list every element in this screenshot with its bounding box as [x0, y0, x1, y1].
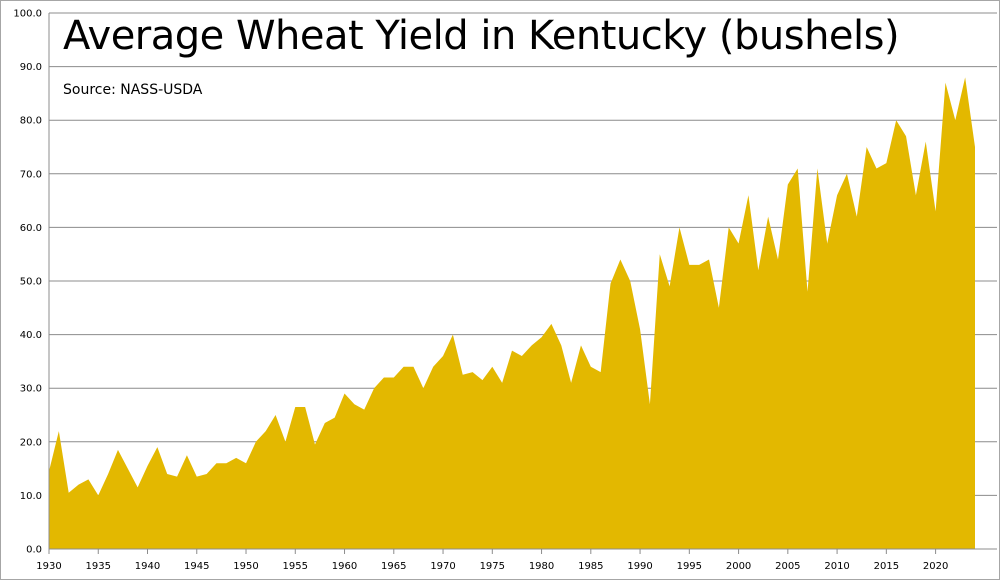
y-tick-label: 70.0 — [20, 169, 42, 180]
x-tick-labels: 1930 1935 1940 1945 1950 1955 1960 1965 1970 1975… — [36, 549, 948, 572]
x-tick-label: 2000 — [726, 561, 751, 572]
x-tick-label: 1940 — [135, 561, 160, 572]
x-tick-label: 2020 — [923, 561, 948, 572]
x-tick-label: 1965 — [381, 561, 406, 572]
x-tick-label: 1935 — [86, 561, 111, 572]
x-tick-label: 2010 — [824, 561, 849, 572]
chart-source-note: Source: NASS-USDA — [63, 82, 203, 98]
x-tick-label: 1955 — [283, 561, 308, 572]
area-series — [49, 77, 975, 549]
y-tick-label: 20.0 — [20, 437, 42, 448]
y-tick-label: 80.0 — [20, 116, 42, 127]
y-tick-labels: 0.0 10.0 20.0 30.0 40.0 50.0 60.0 70.0 80.0 90.0 1… — [13, 9, 42, 556]
y-tick-label: 0.0 — [26, 545, 42, 556]
x-tick-label: 1975 — [480, 561, 505, 572]
x-tick-label: 1970 — [430, 561, 455, 572]
x-tick-label: 1990 — [627, 561, 652, 572]
x-tick-label: 1945 — [184, 561, 209, 572]
axes — [48, 13, 975, 550]
y-tick-label: 90.0 — [20, 62, 42, 73]
x-tick-label: 1930 — [36, 561, 61, 572]
y-tick-label: 60.0 — [20, 223, 42, 234]
x-tick-label: 1950 — [233, 561, 258, 572]
x-tick-label: 2015 — [874, 561, 899, 572]
y-tick-label: 10.0 — [20, 491, 42, 502]
x-tick-label: 1995 — [677, 561, 702, 572]
x-tick-label: 1985 — [578, 561, 603, 572]
y-tick-label: 100.0 — [13, 9, 42, 20]
x-tick-label: 2005 — [775, 561, 800, 572]
y-tick-label: 40.0 — [20, 330, 42, 341]
y-tick-label: 50.0 — [20, 277, 42, 288]
chart-title: Average Wheat Yield in Kentucky (bushels… — [63, 13, 900, 59]
x-tick-label: 1980 — [529, 561, 554, 572]
y-tick-label: 30.0 — [20, 384, 42, 395]
x-tick-label: 1960 — [332, 561, 357, 572]
